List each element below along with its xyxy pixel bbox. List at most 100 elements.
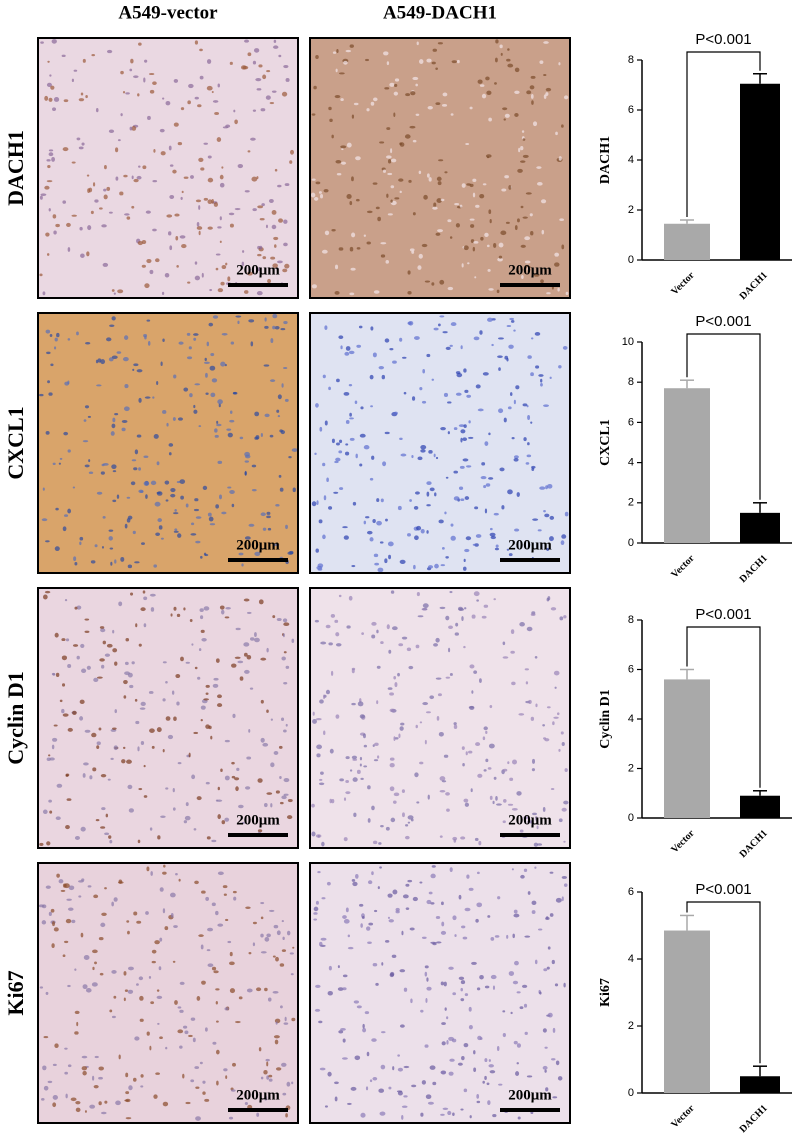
cell <box>63 883 70 889</box>
cell <box>46 180 53 183</box>
bar <box>740 83 780 260</box>
significance-bracket <box>686 901 761 1064</box>
cell <box>85 988 92 993</box>
cell <box>449 591 453 594</box>
y-tick-label: 4 <box>628 953 634 965</box>
cell <box>54 546 60 552</box>
cell <box>426 530 429 534</box>
cell <box>125 637 130 642</box>
cell <box>462 458 469 462</box>
cell <box>287 798 293 803</box>
cell <box>421 608 428 611</box>
cell <box>460 498 465 501</box>
cell <box>141 542 145 546</box>
cell <box>267 997 272 1002</box>
cell <box>520 874 525 879</box>
cell <box>401 789 405 794</box>
bar <box>740 512 780 543</box>
cell <box>76 605 82 610</box>
cell <box>133 911 138 916</box>
cell <box>95 819 100 822</box>
cell <box>405 93 411 97</box>
cell <box>172 417 176 421</box>
cell <box>185 503 189 508</box>
cell <box>547 946 551 950</box>
cell <box>513 457 519 462</box>
cell <box>365 516 370 519</box>
cell <box>271 210 277 215</box>
cell <box>48 97 53 102</box>
cell <box>225 262 228 266</box>
cell <box>554 262 560 267</box>
cell <box>483 604 489 608</box>
cell <box>463 558 466 563</box>
cell <box>387 213 393 216</box>
cell <box>183 820 188 824</box>
cell <box>461 925 466 929</box>
cell <box>198 425 202 428</box>
cell <box>520 205 524 209</box>
cell <box>219 240 222 244</box>
cell <box>394 78 400 82</box>
cell <box>493 242 497 248</box>
cell <box>398 643 404 647</box>
cell <box>425 711 431 714</box>
cell <box>439 606 446 610</box>
cell <box>225 1075 228 1080</box>
cell <box>422 603 429 609</box>
cell <box>426 58 432 63</box>
cell <box>172 807 176 811</box>
cell <box>149 728 155 733</box>
cell <box>194 261 198 265</box>
cell <box>162 410 167 414</box>
cell <box>64 598 68 602</box>
cell <box>529 85 535 90</box>
cell <box>452 836 458 841</box>
cell <box>518 147 521 153</box>
cell <box>315 718 322 721</box>
cell <box>285 723 288 727</box>
cell <box>58 462 61 465</box>
cell <box>381 1031 386 1034</box>
cell <box>329 118 333 123</box>
cell <box>286 815 293 820</box>
cell <box>498 367 501 371</box>
cell <box>519 829 524 833</box>
cell <box>137 93 140 97</box>
cell <box>495 803 502 806</box>
cell <box>246 756 252 760</box>
cell <box>110 561 113 566</box>
cell <box>111 1015 116 1019</box>
cell <box>210 353 215 357</box>
cell <box>369 537 374 542</box>
cell <box>227 940 232 944</box>
cell <box>381 962 384 966</box>
cell <box>523 816 528 820</box>
cell <box>311 284 317 289</box>
cell <box>154 501 161 507</box>
cell <box>197 676 201 680</box>
cell <box>212 1041 217 1045</box>
cell <box>316 753 321 758</box>
cell <box>545 87 552 92</box>
significance-bracket <box>686 626 761 788</box>
cell <box>156 989 160 992</box>
cell <box>165 1046 168 1050</box>
cell <box>547 1012 553 1018</box>
cell <box>351 878 356 882</box>
cell <box>98 1066 104 1071</box>
cell <box>449 236 453 239</box>
cell <box>334 1081 339 1085</box>
cell <box>108 536 113 541</box>
cell <box>353 812 357 818</box>
cell <box>527 891 531 895</box>
cell <box>175 236 179 241</box>
cell <box>99 972 104 976</box>
cell <box>67 508 72 514</box>
cell <box>220 768 223 773</box>
cell <box>217 694 222 699</box>
y-tick-label: 0 <box>628 1087 634 1099</box>
cell <box>404 134 411 139</box>
cell <box>266 70 271 73</box>
cell <box>62 526 67 532</box>
